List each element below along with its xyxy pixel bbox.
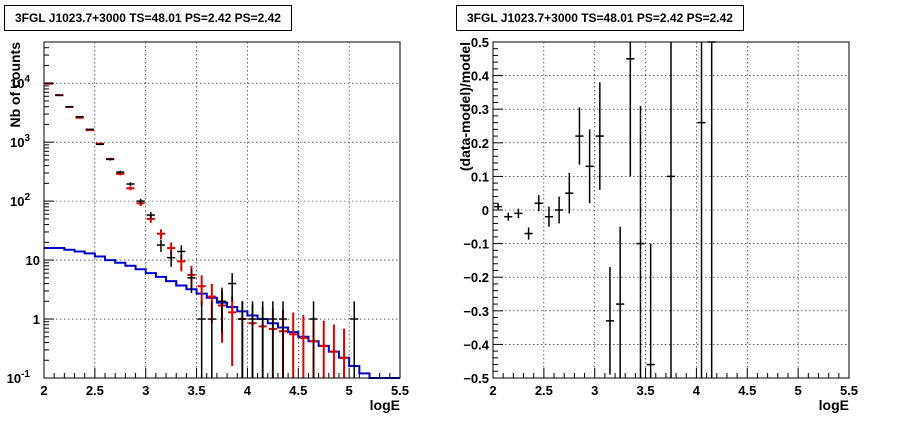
- y-tick-label: 104: [10, 74, 30, 91]
- y-tick-label: −0.5: [463, 371, 489, 386]
- x-tick-label: 4.5: [738, 383, 756, 398]
- y-axis-title: (data-model)/model: [457, 42, 473, 171]
- x-tick-label: 5: [795, 383, 802, 398]
- y-tick-label: 0.4: [471, 69, 490, 84]
- x-tick-label: 2: [40, 383, 47, 398]
- x-tick-label: 3: [591, 383, 598, 398]
- x-axis-title: logE: [370, 397, 400, 413]
- y-tick-label: −0.2: [463, 270, 489, 285]
- plot-frame: [492, 41, 850, 379]
- plot-frame: [43, 41, 401, 379]
- residual-panel: 3FGL J1023.7+3000 TS=48.01 PS=2.42 PS=2.…: [449, 0, 898, 421]
- x-tick-label: 2: [489, 383, 496, 398]
- y-tick-label: 103: [10, 133, 30, 150]
- y-tick-label: 0.3: [471, 102, 489, 117]
- x-tick-label: 5.5: [391, 383, 409, 398]
- y-tick-label: 0.2: [471, 136, 489, 151]
- y-tick-label: 10-1: [7, 369, 31, 386]
- x-tick-label: 3: [142, 383, 149, 398]
- y-tick-label: 0.5: [471, 35, 489, 50]
- x-tick-label: 4: [693, 383, 701, 398]
- x-tick-label: 3.5: [188, 383, 206, 398]
- counts-chart: 2 2.5 3 3.5 4 4.5 5 5.5 10-1 1 10 102 103 104 logE Nb o…: [7, 41, 409, 413]
- y-axis-title: Nb of counts: [7, 42, 23, 128]
- x-tick-label: 5.5: [840, 383, 858, 398]
- background-histogram: [44, 247, 400, 379]
- x-axis-title: logE: [819, 397, 849, 413]
- x-tick-label: 4.5: [289, 383, 307, 398]
- data-series: [45, 82, 359, 378]
- y-tick-label: 102: [10, 192, 30, 209]
- x-tick-label: 4: [244, 383, 252, 398]
- x-tick-label: 3.5: [637, 383, 655, 398]
- x-tick-label: 2.5: [86, 383, 104, 398]
- y-tick-label: −0.1: [463, 237, 489, 252]
- y-tick-label: 1: [33, 312, 40, 327]
- y-tick-label: 0: [482, 203, 489, 218]
- x-tick-label: 2.5: [535, 383, 553, 398]
- y-tick-label: 0.1: [471, 169, 489, 184]
- y-tick-label: −0.4: [463, 337, 489, 352]
- x-tick-label: 5: [346, 383, 353, 398]
- y-tick-label: 10: [26, 253, 40, 268]
- chart-title: 3FGL J1023.7+3000 TS=48.01 PS=2.42 PS=2.…: [456, 5, 744, 31]
- y-tick-label: −0.3: [463, 304, 489, 319]
- residual-chart: 2 2.5 3 3.5 4 4.5 5 5.5 −0.5 −0.4 −0.3 −0.2 −0.1 0 0.1…: [457, 35, 858, 413]
- counts-panel: 3FGL J1023.7+3000 TS=48.01 PS=2.42 PS=2.…: [4, 5, 409, 413]
- residual-series: [494, 41, 716, 378]
- chart-title: 3FGL J1023.7+3000 TS=48.01 PS=2.42 PS=2.…: [4, 5, 292, 31]
